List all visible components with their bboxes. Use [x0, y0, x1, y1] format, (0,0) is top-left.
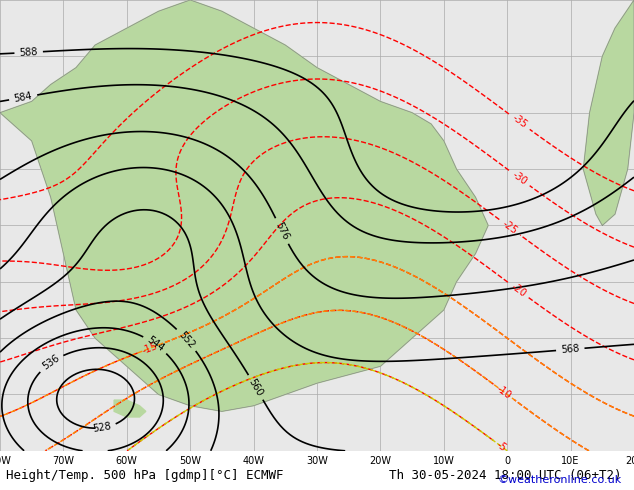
Text: 70W: 70W	[53, 456, 74, 466]
Text: -15: -15	[141, 341, 159, 356]
Text: 576: 576	[273, 220, 290, 242]
Text: 0: 0	[504, 456, 510, 466]
Text: 568: 568	[560, 343, 580, 355]
Text: 20W: 20W	[370, 456, 391, 466]
Polygon shape	[114, 400, 146, 417]
Text: 584: 584	[13, 91, 33, 104]
Text: 30W: 30W	[306, 456, 328, 466]
Polygon shape	[0, 0, 488, 412]
Text: -25: -25	[500, 219, 519, 236]
Text: 80W: 80W	[0, 456, 11, 466]
Polygon shape	[583, 0, 634, 225]
Text: ©weatheronline.co.uk: ©weatheronline.co.uk	[497, 475, 621, 485]
Text: 20E: 20E	[624, 456, 634, 466]
Text: 60W: 60W	[116, 456, 138, 466]
Text: Height/Temp. 500 hPa [gdmp][°C] ECMWF: Height/Temp. 500 hPa [gdmp][°C] ECMWF	[6, 469, 284, 482]
Text: 588: 588	[19, 47, 38, 58]
Text: -30: -30	[510, 170, 529, 187]
Text: -35: -35	[510, 113, 529, 130]
Text: 10W: 10W	[433, 456, 455, 466]
Text: -5: -5	[495, 440, 508, 453]
Text: 10E: 10E	[562, 456, 579, 466]
Text: 560: 560	[247, 377, 265, 398]
Text: 528: 528	[92, 421, 112, 434]
Text: 50W: 50W	[179, 456, 201, 466]
Text: -10: -10	[495, 383, 513, 401]
Text: 40W: 40W	[243, 456, 264, 466]
Text: 544: 544	[145, 335, 166, 354]
Text: Th 30-05-2024 18:00 UTC (06+T2): Th 30-05-2024 18:00 UTC (06+T2)	[389, 469, 621, 482]
Text: -20: -20	[509, 281, 527, 299]
Text: 536: 536	[41, 353, 61, 372]
Text: 552: 552	[177, 329, 197, 350]
